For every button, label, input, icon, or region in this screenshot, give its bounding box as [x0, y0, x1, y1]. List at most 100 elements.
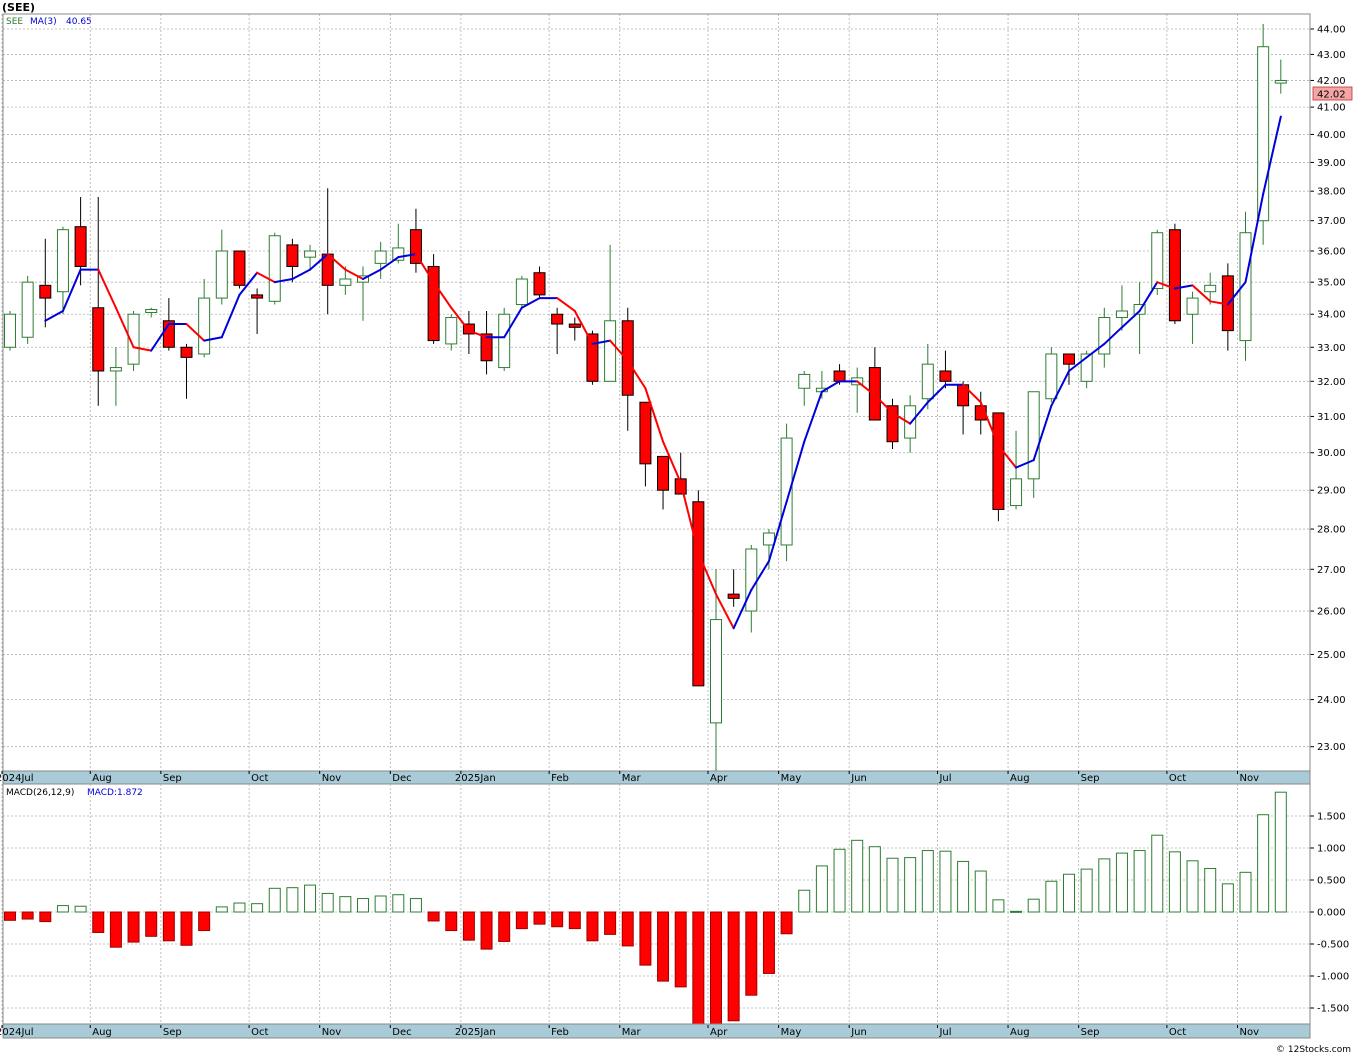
- macd-bar-positive: [321, 892, 334, 913]
- price-y-tick-label: 33.00: [1317, 343, 1346, 354]
- candle-body-down: [427, 265, 440, 342]
- macd-y-tick-label: -1.000: [1317, 972, 1349, 983]
- candle-body-up: [798, 373, 811, 389]
- candle-body-down: [39, 284, 52, 299]
- price-y-tick-label: 31.00: [1317, 412, 1346, 423]
- macd-bar-positive: [798, 889, 811, 913]
- candle-body-up: [710, 619, 722, 724]
- last-price-tag: 42.02: [1312, 86, 1353, 101]
- ma-segment: [1050, 369, 1070, 407]
- candle-body-down: [992, 412, 1005, 510]
- x-month-label: Feb: [551, 1027, 569, 1038]
- ma-segment: [1209, 300, 1229, 306]
- candle: [1239, 211, 1252, 361]
- candle: [445, 314, 458, 351]
- price-y-tick-label: 30.00: [1317, 448, 1346, 459]
- macd-bar-negative: [657, 911, 670, 982]
- ma-segment: [114, 306, 135, 349]
- macd-bar-positive: [1204, 867, 1217, 913]
- macd-bar-negative: [127, 911, 140, 943]
- candle-body-up: [1274, 79, 1287, 84]
- ma-segment: [591, 339, 612, 345]
- price-ma-line: [44, 115, 1282, 630]
- candle: [268, 232, 281, 305]
- x-month-label: Mar: [622, 773, 642, 784]
- macd-bar-positive: [304, 884, 317, 913]
- x-month-label: Jun: [850, 1027, 867, 1038]
- price-y-tick-label: 25.00: [1317, 650, 1346, 661]
- ma-segment: [1173, 284, 1194, 290]
- price-candles: [4, 23, 1287, 771]
- macd-bar-positive: [392, 894, 405, 913]
- price-panel: 23.00 24.00 25.00 26.00 27.00 28.00 29.00 30.00…: [0, 13, 1353, 785]
- macd-y-tick-label: 0.000: [1317, 908, 1346, 919]
- macd-y-tick-label: 1.000: [1317, 844, 1346, 855]
- x-month-label: Oct: [251, 1027, 268, 1038]
- x-month-label: Jul: [938, 1027, 951, 1038]
- candle: [868, 347, 881, 421]
- ma-segment: [150, 323, 170, 352]
- ma-segment: [609, 339, 629, 362]
- x-month-label: Nov: [322, 773, 342, 784]
- macd-bar-negative: [427, 911, 440, 922]
- x-month-label: Aug: [92, 773, 112, 784]
- candle-body-up: [21, 281, 34, 338]
- price-x-axis-band: [2, 770, 1311, 785]
- candle: [21, 275, 34, 344]
- x-month-label: Jun: [850, 773, 867, 784]
- candle-body-up: [198, 297, 211, 355]
- ma-segment: [979, 401, 1000, 447]
- candle-body-up: [4, 313, 16, 348]
- x-month-label: 2024Jul: [0, 1027, 34, 1038]
- price-y-tick-label: 41.00: [1317, 103, 1346, 114]
- price-y-tick-label: 28.00: [1317, 525, 1346, 536]
- macd-bar-negative: [551, 911, 564, 928]
- candle-body-down: [409, 229, 422, 264]
- macd-y-tick-label: 1.500: [1317, 812, 1346, 823]
- candle-body-up: [1257, 46, 1270, 222]
- macd-y-tick-label: -1.500: [1317, 1004, 1349, 1015]
- ma-segment: [1244, 193, 1265, 284]
- candle: [374, 241, 387, 280]
- macd-bars: [4, 791, 1287, 1029]
- candle: [286, 238, 299, 283]
- macd-bar-positive: [904, 857, 917, 913]
- macd-bar-positive: [1186, 860, 1199, 913]
- macd-bar-positive: [74, 905, 87, 913]
- candle: [533, 266, 546, 299]
- ma-segment: [997, 444, 1018, 469]
- candle: [710, 569, 722, 771]
- x-month-label: Dec: [392, 1027, 411, 1038]
- watermark: © 12Stocks.com: [1276, 1045, 1351, 1055]
- x-month-label: May: [781, 1027, 802, 1038]
- candle-body-up: [304, 250, 317, 258]
- ma-segment: [326, 253, 347, 271]
- last-price-tag-text: 42.02: [1317, 90, 1346, 101]
- macd-bar-negative: [762, 911, 775, 974]
- candle: [1186, 291, 1199, 344]
- ma-segment: [1068, 356, 1088, 372]
- x-month-label: Nov: [322, 1027, 342, 1038]
- x-month-label: Aug: [1010, 1027, 1030, 1038]
- candle-body-down: [251, 294, 264, 299]
- candle-body-up: [445, 316, 458, 345]
- macd-bar-negative: [692, 911, 705, 1025]
- ma-segment: [1138, 281, 1159, 312]
- price-x-axis: 2024Jul Aug Sep Oct Nov Dec 2025Jan Feb Mar Apr Ma…: [0, 771, 1259, 784]
- macd-y-tick-label: -0.500: [1317, 940, 1349, 951]
- candle: [586, 330, 599, 385]
- x-month-label: Jul: [938, 773, 951, 784]
- candle-body-up: [745, 548, 758, 612]
- x-month-label: Oct: [251, 773, 268, 784]
- macd-x-axis: 2024Jul Aug Sep Oct Nov Dec 2025Jan Feb Mar Apr Ma…: [0, 1025, 1259, 1038]
- candle: [4, 310, 16, 351]
- candle-body-up: [1027, 391, 1040, 480]
- ma-segment: [1191, 284, 1212, 303]
- ma-segment: [220, 293, 241, 339]
- x-month-label: Oct: [1169, 1027, 1186, 1038]
- ma-segment: [715, 593, 735, 630]
- candle-body-down: [180, 346, 193, 358]
- ma-segment: [962, 383, 982, 404]
- macd-bar-positive: [215, 906, 228, 913]
- x-month-label: Aug: [1010, 773, 1030, 784]
